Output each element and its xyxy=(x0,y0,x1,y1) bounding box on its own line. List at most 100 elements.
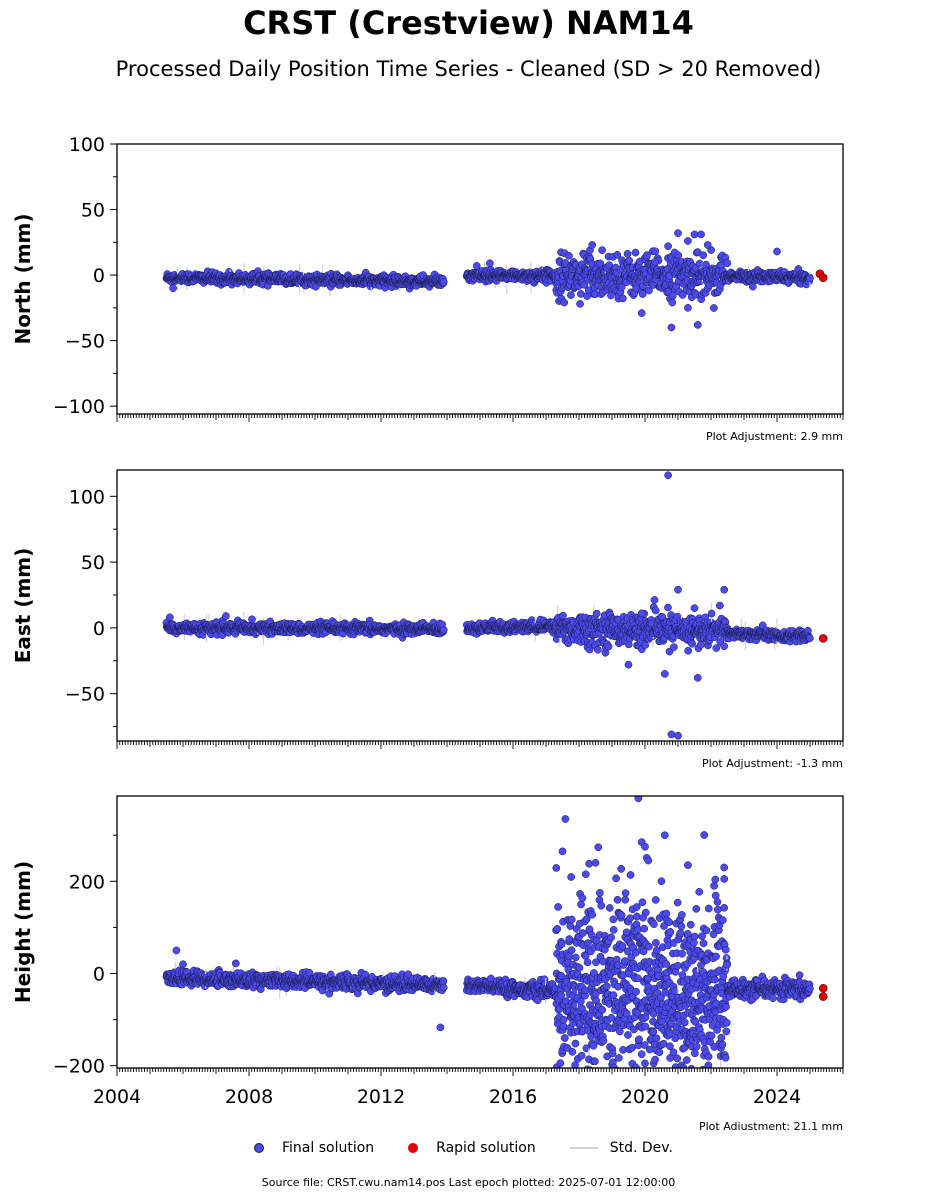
final-point xyxy=(565,935,574,943)
plot-adjustment-label: Plot Adjustment: 2.9 mm xyxy=(706,430,843,443)
final-point xyxy=(439,977,448,985)
final-point xyxy=(561,1071,568,1078)
final-point xyxy=(571,1039,580,1048)
final-point xyxy=(748,282,757,291)
final-point xyxy=(439,278,448,286)
final-point xyxy=(565,251,573,260)
chart-title: CRST (Crestview) NAM14 xyxy=(243,4,694,42)
final-point xyxy=(594,843,603,852)
final-point xyxy=(575,963,584,972)
final-point xyxy=(625,256,634,265)
y-tick-label: 100 xyxy=(69,134,105,156)
final-point xyxy=(684,237,692,245)
final-point xyxy=(557,991,566,1000)
final-point xyxy=(557,940,566,948)
final-point xyxy=(559,1022,568,1031)
final-point xyxy=(631,248,640,257)
final-point xyxy=(222,612,230,620)
final-point xyxy=(806,634,814,643)
final-point xyxy=(559,611,567,620)
y-tick-label: 100 xyxy=(69,486,105,508)
final-point xyxy=(561,815,570,823)
final-point xyxy=(667,323,676,332)
final-point xyxy=(703,241,712,249)
y-axis-label: East (mm) xyxy=(11,548,35,664)
final-point xyxy=(637,609,646,618)
final-point xyxy=(578,894,587,903)
final-point xyxy=(567,291,575,299)
plot-area xyxy=(162,796,828,1112)
y-tick-label: −100 xyxy=(53,396,105,418)
final-point xyxy=(439,983,448,992)
final-point xyxy=(773,247,781,256)
final-point xyxy=(560,1034,569,1042)
y-tick-label: 0 xyxy=(93,265,105,287)
final-point xyxy=(598,1006,607,1014)
final-point xyxy=(684,303,692,312)
y-tick-label: 50 xyxy=(81,552,105,574)
final-point xyxy=(715,601,724,610)
final-point xyxy=(645,286,653,295)
final-point xyxy=(598,246,606,255)
final-point xyxy=(697,230,705,239)
final-point xyxy=(597,1098,604,1105)
final-point xyxy=(664,603,672,612)
final-point xyxy=(556,1059,565,1067)
chart-subtitle: Processed Daily Position Time Series - C… xyxy=(115,57,822,81)
final-point xyxy=(688,639,696,648)
final-point xyxy=(567,946,576,955)
final-point xyxy=(575,1076,582,1083)
final-point xyxy=(577,900,585,909)
final-point xyxy=(618,294,627,303)
final-point xyxy=(567,873,575,881)
final-point xyxy=(165,613,174,622)
final-point xyxy=(674,229,682,237)
final-point xyxy=(720,642,729,651)
final-point xyxy=(693,674,702,682)
final-point xyxy=(585,859,594,868)
plot-area xyxy=(162,229,828,332)
final-point xyxy=(591,1057,599,1066)
final-point xyxy=(674,585,682,594)
final-point xyxy=(578,929,587,937)
final-point xyxy=(562,1097,569,1104)
final-point xyxy=(571,953,580,962)
panel-frame xyxy=(116,469,844,742)
final-point xyxy=(624,660,633,669)
final-point xyxy=(674,251,683,260)
final-point xyxy=(617,283,626,291)
final-point xyxy=(690,604,699,612)
final-point xyxy=(664,471,672,480)
plot-area xyxy=(162,471,828,740)
final-point xyxy=(578,1084,585,1091)
final-point xyxy=(637,309,646,317)
final-point xyxy=(575,1105,582,1112)
final-point xyxy=(588,910,596,919)
final-point xyxy=(588,241,597,249)
final-point xyxy=(583,958,592,967)
panel-1: 100 50 0 −50 −100 North (mm) Plot Adjustment: … xyxy=(11,134,844,443)
panel-2: 100 50 0 −50 East (mm) Plot Adjustment: -1.3 … xyxy=(11,469,844,770)
final-point xyxy=(560,298,569,307)
final-point xyxy=(651,606,660,615)
y-tick-label: 0 xyxy=(93,618,105,640)
final-point xyxy=(623,249,632,258)
final-point xyxy=(592,609,601,618)
final-point xyxy=(567,915,576,924)
final-point xyxy=(690,230,699,239)
final-point xyxy=(696,640,705,649)
final-point xyxy=(707,609,716,618)
final-point xyxy=(248,615,256,624)
final-point xyxy=(668,292,677,300)
plot-adjustment-label: Plot Adjustment: -1.3 mm xyxy=(702,757,843,770)
final-point xyxy=(699,251,708,260)
final-point xyxy=(651,258,659,266)
y-tick-label: −50 xyxy=(65,331,105,353)
final-point xyxy=(684,646,693,655)
final-point xyxy=(650,596,659,604)
final-point xyxy=(486,259,494,268)
final-point xyxy=(552,864,561,872)
final-point xyxy=(643,251,651,259)
final-point xyxy=(720,585,729,594)
